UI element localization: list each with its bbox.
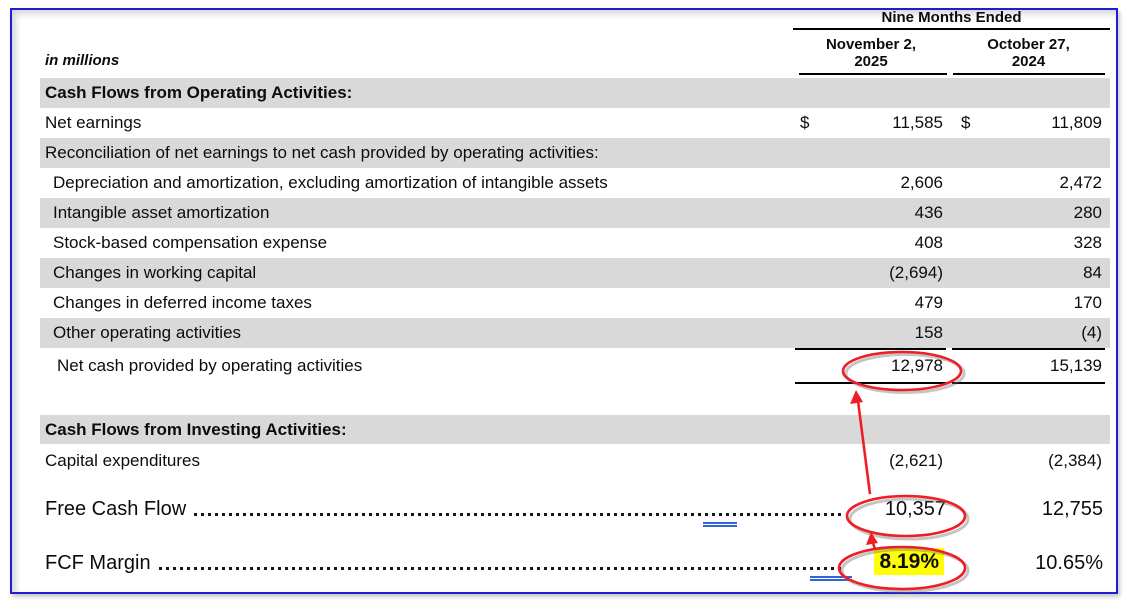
row-working-capital: Changes in working capital (2,694) 84	[40, 258, 1110, 288]
units-label: in millions	[45, 52, 120, 69]
value-2025: 158	[914, 323, 943, 342]
value-2025: 408	[914, 233, 943, 252]
value-cell-2024: 2,472	[951, 168, 1105, 198]
value-cell-2025: $11,585	[790, 108, 946, 138]
dotted-leader	[158, 567, 841, 570]
value-cell-2024: $11,809	[951, 108, 1105, 138]
value-2024: (2,384)	[1048, 451, 1102, 470]
period-group-title: Nine Months Ended	[881, 9, 1022, 26]
value-2025: 12,978	[891, 356, 943, 375]
row-stock-compensation: Stock-based compensation expense 408 328	[40, 228, 1110, 258]
total-top-rule-col1	[795, 348, 946, 350]
row-label: Reconciliation of net earnings to net ca…	[45, 143, 599, 162]
row-label: Net cash provided by operating activitie…	[57, 356, 363, 375]
value-2025: 479	[914, 293, 943, 312]
row-label: Depreciation and amortization, excluding…	[53, 173, 608, 192]
free-cash-flow-label-leader: Free Cash Flow	[45, 498, 845, 521]
value-2024: 280	[1073, 203, 1102, 222]
section-row-operating-activities: Cash Flows from Operating Activities:	[40, 78, 1110, 108]
total-top-rule-col2	[952, 348, 1105, 350]
total-bottom-rule-col1	[795, 382, 946, 384]
fcf-margin-2024: 10.65%	[1035, 552, 1103, 574]
value-cell-2024: (2,384)	[951, 446, 1105, 476]
free-cash-flow-2024: 12,755	[1041, 498, 1103, 520]
page-border-frame	[10, 8, 1118, 594]
column-header-2024-line1: October 27,	[987, 36, 1070, 53]
fcf-margin-2025-highlight: 8.19%	[874, 548, 944, 575]
currency-symbol: $	[961, 113, 971, 132]
highlighted-value: 8.19%	[874, 548, 944, 575]
value-cell-2025: (2,621)	[790, 446, 946, 476]
free-cash-flow-2025: 10,357	[884, 498, 946, 520]
fcf-margin-label-leader: FCF Margin	[45, 552, 845, 575]
value-cell-2024: 170	[951, 288, 1105, 318]
total-bottom-rule-col2	[952, 382, 1105, 384]
row-label: Stock-based compensation expense	[53, 233, 328, 252]
value-2024: 11,809	[1051, 113, 1102, 132]
value-2024: 84	[1083, 263, 1102, 282]
value-2025: 436	[914, 203, 943, 222]
value-2025: (2,621)	[889, 451, 943, 470]
value-2024: 170	[1073, 293, 1102, 312]
column-header-2024-line2: 2024	[1011, 53, 1046, 70]
row-label: Free Cash Flow	[45, 498, 187, 520]
row-capital-expenditures: Capital expenditures (2,621) (2,384)	[40, 446, 1110, 476]
value-2024: 2,472	[1059, 173, 1102, 192]
section-row-investing-activities: Cash Flows from Investing Activities:	[40, 415, 1110, 444]
row-label: Changes in deferred income taxes	[53, 293, 312, 312]
value-cell-2024: 84	[951, 258, 1105, 288]
row-reconciliation: Reconciliation of net earnings to net ca…	[40, 138, 1110, 168]
value-cell-2025: 479	[790, 288, 946, 318]
column-header-2025-line2: 2025	[854, 53, 888, 70]
row-depreciation-amortization: Depreciation and amortization, excluding…	[40, 168, 1110, 198]
value-cell-2025: 436	[790, 198, 946, 228]
column2-header-rule	[953, 73, 1105, 75]
value-cell-2025: (2,694)	[790, 258, 946, 288]
row-deferred-income-taxes: Changes in deferred income taxes 479 170	[40, 288, 1110, 318]
value-2025: 11,585	[892, 113, 943, 132]
row-label: Changes in working capital	[53, 263, 257, 282]
column1-header-rule	[799, 73, 947, 75]
row-label: FCF Margin	[45, 552, 151, 574]
row-other-operating: Other operating activities 158 (4)	[40, 318, 1110, 348]
value-cell-2024: 15,139	[951, 350, 1105, 382]
dotted-leader	[194, 513, 841, 516]
row-free-cash-flow: Free Cash Flow 10,357 12,755	[0, 498, 1128, 530]
row-label: Net earnings	[45, 113, 142, 132]
row-intangible-amortization: Intangible asset amortization 436 280	[40, 198, 1110, 228]
value-cell-2024: 328	[951, 228, 1105, 258]
currency-symbol: $	[800, 113, 810, 132]
row-fcf-margin: FCF Margin 8.19% 10.65%	[0, 548, 1128, 586]
spellcheck-underline	[810, 576, 852, 581]
group-header-rule	[793, 28, 1110, 30]
row-label: Intangible asset amortization	[53, 203, 270, 222]
value-cell-2025: 2,606	[790, 168, 946, 198]
value-cell-2025: 408	[790, 228, 946, 258]
value-2024: 15,139	[1050, 356, 1102, 375]
value-cell-2025: 12,978	[790, 350, 946, 382]
value-2025: (2,694)	[889, 263, 943, 282]
value-2024: 328	[1073, 233, 1102, 252]
row-label: Other operating activities	[53, 323, 242, 342]
value-cell-2024: 280	[951, 198, 1105, 228]
column-header-2025: November 2, 2025	[795, 36, 947, 70]
row-net-cash-operating-total: Net cash provided by operating activitie…	[40, 350, 1110, 382]
section-title: Cash Flows from Operating Activities:	[45, 83, 353, 102]
spellcheck-underline	[703, 522, 737, 527]
column-header-2024: October 27, 2024	[952, 36, 1105, 70]
value-2025: 2,606	[900, 173, 943, 192]
row-label: Capital expenditures	[45, 451, 200, 470]
value-cell-2024: (4)	[951, 318, 1105, 348]
row-net-earnings: Net earnings $11,585 $11,809	[40, 108, 1110, 138]
section-title: Cash Flows from Investing Activities:	[45, 420, 347, 439]
column-header-2025-line1: November 2,	[825, 36, 917, 53]
value-2024: (4)	[1081, 323, 1102, 342]
value-cell-2025: 158	[790, 318, 946, 348]
